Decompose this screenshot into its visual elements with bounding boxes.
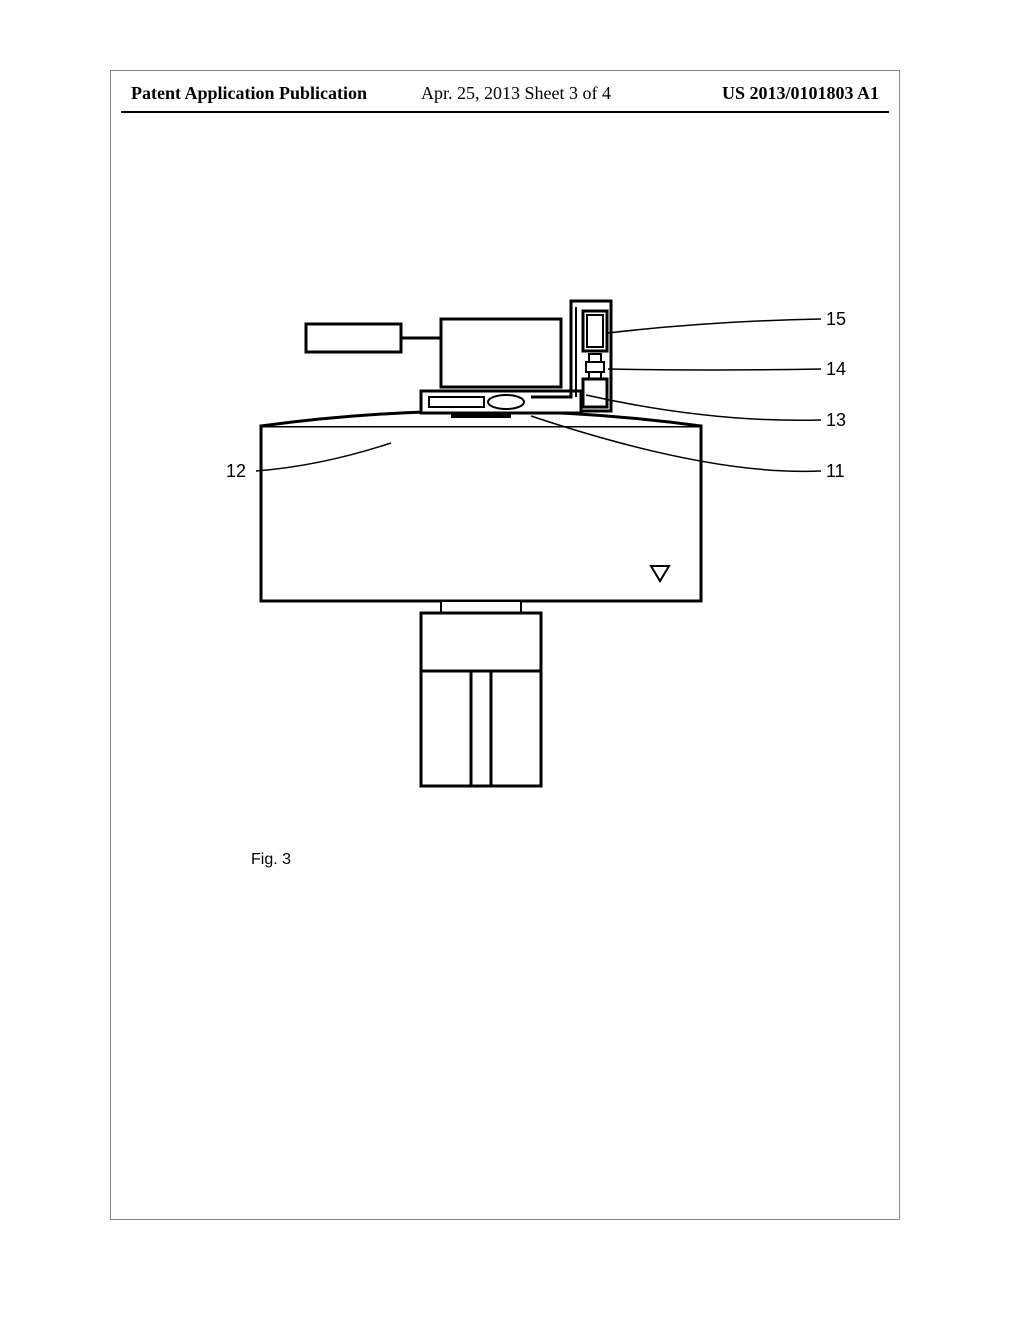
diagram-svg <box>111 71 901 831</box>
page-frame: Patent Application Publication Apr. 25, … <box>110 70 900 1220</box>
patent-diagram <box>111 71 901 836</box>
figure-caption: Fig. 3 <box>251 851 291 869</box>
